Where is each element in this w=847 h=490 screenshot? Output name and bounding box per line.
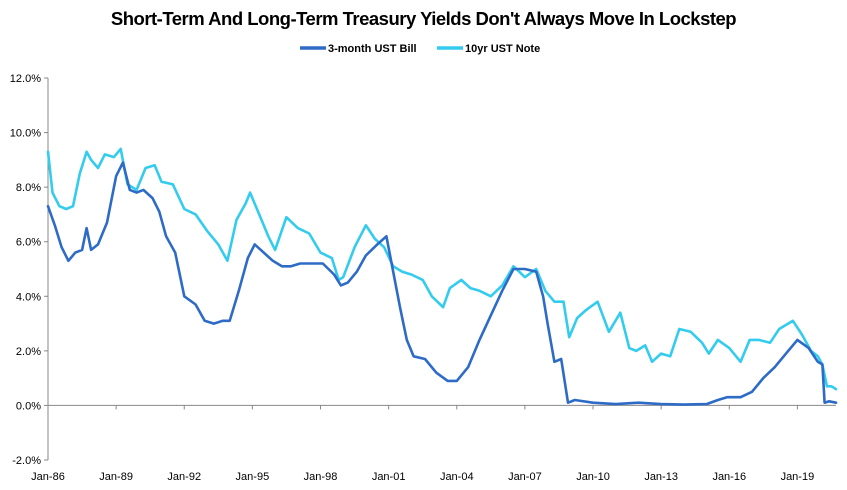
series-line-3month-bill bbox=[46, 161, 838, 406]
y-tick-label: 0.0% bbox=[16, 400, 41, 412]
x-tick-label: Jan-04 bbox=[440, 471, 474, 483]
series-line-10yr-note bbox=[46, 147, 838, 391]
x-tick-label: Jan-01 bbox=[372, 471, 406, 483]
x-tick-label: Jan-89 bbox=[99, 471, 133, 483]
x-tick-label: Jan-13 bbox=[644, 471, 678, 483]
y-tick-label: 8.0% bbox=[16, 182, 41, 194]
y-tick-label: 4.0% bbox=[16, 291, 41, 303]
x-tick-label: Jan-98 bbox=[304, 471, 338, 483]
legend-label-3month-bill: 3-month UST Bill bbox=[328, 43, 417, 55]
x-tick-label: Jan-92 bbox=[167, 471, 201, 483]
y-tick-label: 10.0% bbox=[10, 128, 41, 140]
legend-label-10yr-note: 10yr UST Note bbox=[465, 43, 540, 55]
y-tick-label: -2.0% bbox=[12, 455, 41, 467]
y-tick-label: 12.0% bbox=[10, 73, 41, 85]
x-tick-label: Jan-86 bbox=[31, 471, 65, 483]
x-tick-label: Jan-16 bbox=[712, 471, 746, 483]
x-tick-label: Jan-19 bbox=[781, 471, 815, 483]
y-tick-label: 6.0% bbox=[16, 237, 41, 249]
x-tick-label: Jan-07 bbox=[508, 471, 542, 483]
chart-title: Short-Term And Long-Term Treasury Yields… bbox=[110, 8, 737, 29]
y-tick-label: 2.0% bbox=[16, 346, 41, 358]
x-tick-label: Jan-95 bbox=[236, 471, 270, 483]
x-tick-label: Jan-10 bbox=[576, 471, 610, 483]
